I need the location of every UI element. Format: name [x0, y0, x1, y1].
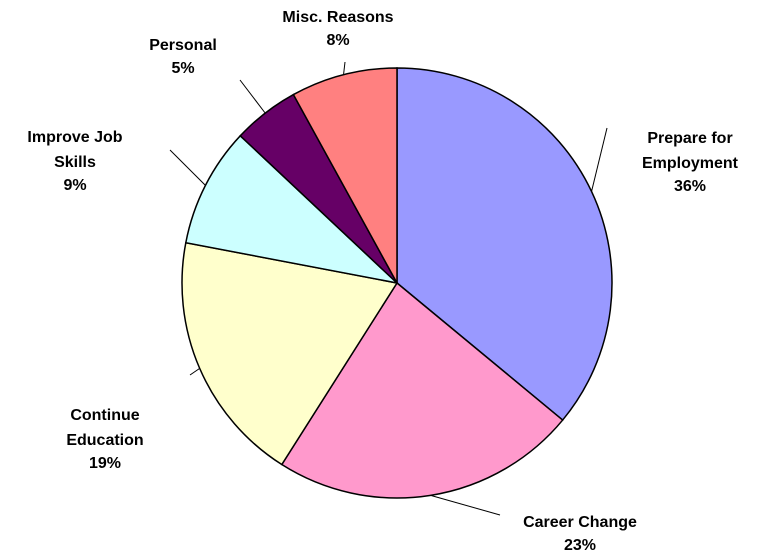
slice-label: Career Change 23% [480, 510, 680, 557]
category-label: Career Change [523, 514, 637, 531]
pie-slice [280, 281, 564, 499]
leader-line [189, 367, 200, 376]
leader-line [169, 149, 206, 186]
leader-line [430, 494, 501, 516]
slice-label: Improve Job Skills 9% [10, 125, 140, 197]
category-label: Personal [149, 37, 217, 54]
category-label: Improve Job Skills [27, 129, 123, 171]
value-label: 9% [63, 177, 87, 194]
value-label: 36% [673, 178, 707, 195]
value-label: 5% [171, 60, 195, 77]
value-label: 8% [326, 32, 350, 49]
value-label: 19% [88, 455, 122, 472]
leader-line [239, 79, 266, 114]
category-label: Prepare for Employment [641, 130, 738, 172]
category-label: Misc. Reasons [282, 9, 394, 26]
slice-label: Misc. Reasons 8% [253, 5, 423, 52]
slice-label: Prepare for Employment 36% [625, 126, 755, 198]
value-label: 23% [563, 537, 597, 554]
leader-line [591, 127, 608, 192]
pie-slice [396, 67, 613, 422]
slice-label: Personal 5% [128, 33, 238, 80]
category-label: Continue Education [66, 407, 144, 449]
slice-label: Continue Education 19% [50, 403, 160, 475]
leader-line [343, 61, 346, 75]
pie-slice [292, 67, 398, 284]
